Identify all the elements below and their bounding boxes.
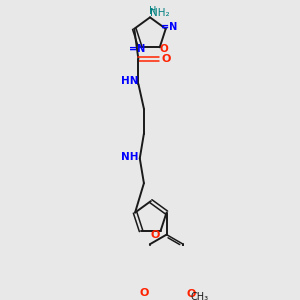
Text: H: H (148, 6, 156, 16)
Text: O: O (160, 44, 168, 54)
Text: O: O (187, 289, 196, 299)
Text: CH₃: CH₃ (190, 292, 209, 300)
Text: =N: =N (129, 44, 145, 54)
Text: O: O (139, 287, 148, 298)
Text: HN: HN (121, 76, 138, 86)
Text: NH: NH (121, 152, 139, 162)
Text: O: O (150, 230, 160, 240)
Text: O: O (161, 54, 171, 64)
Text: NH₂: NH₂ (149, 8, 169, 18)
Text: =N: =N (161, 22, 177, 32)
